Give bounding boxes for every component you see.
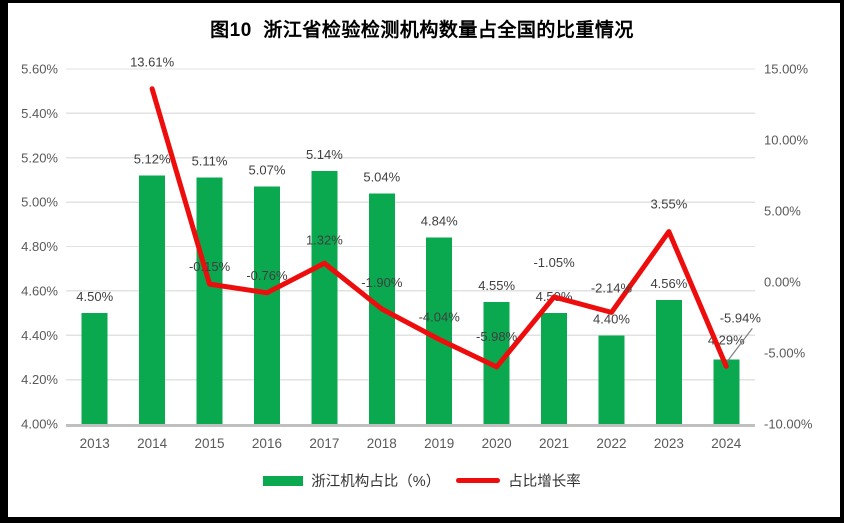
left-axis-tick-label: 5.20% bbox=[21, 150, 58, 165]
leader-line bbox=[726, 327, 753, 362]
line-label-2015: -0.15% bbox=[189, 259, 231, 274]
bar-label-2019: 4.84% bbox=[421, 214, 458, 229]
bar-2022 bbox=[598, 335, 625, 424]
x-axis-label-2013: 2013 bbox=[80, 436, 110, 451]
legend-item-line-series: 占比增长率 bbox=[456, 470, 581, 491]
bar-label-2013: 4.50% bbox=[76, 289, 113, 304]
bar-label-2020: 4.55% bbox=[478, 278, 515, 293]
left-axis-tick-label: 5.40% bbox=[21, 106, 58, 121]
line-label-2016: -0.76% bbox=[246, 268, 288, 283]
line-label-2018: -1.90% bbox=[361, 275, 403, 290]
right-axis-tick-label: -5.00% bbox=[764, 346, 806, 361]
bar-2023 bbox=[655, 299, 682, 424]
right-axis-tick-label: 0.00% bbox=[764, 275, 801, 290]
right-axis-tick-label: -10.00% bbox=[764, 417, 813, 432]
left-axis-tick-label: 4.20% bbox=[21, 372, 58, 387]
x-axis-label-2019: 2019 bbox=[424, 436, 454, 451]
x-axis-label-2017: 2017 bbox=[309, 436, 339, 451]
line-label-2022: -2.14% bbox=[591, 280, 633, 295]
x-axis-label-2024: 2024 bbox=[711, 436, 742, 451]
line-label-2019: -4.04% bbox=[419, 309, 461, 324]
x-axis-label-2020: 2020 bbox=[482, 436, 512, 451]
left-axis-tick-label: 5.00% bbox=[21, 195, 58, 210]
chart-legend: 浙江机构占比（%） 占比增长率 bbox=[0, 470, 844, 491]
x-axis-label-2015: 2015 bbox=[195, 436, 225, 451]
line-label-2024: -5.94% bbox=[720, 310, 762, 325]
x-axis-label-2022: 2022 bbox=[596, 436, 626, 451]
bar-2017 bbox=[311, 171, 338, 424]
left-axis-tick-label: 4.80% bbox=[21, 239, 58, 254]
bar-2019 bbox=[426, 237, 453, 424]
line-label-2020: -5.98% bbox=[476, 329, 518, 344]
bar-2024 bbox=[713, 359, 740, 424]
bar-2014 bbox=[139, 175, 166, 424]
legend-item-bar-series: 浙江机构占比（%） bbox=[263, 470, 440, 491]
bar-2013 bbox=[81, 313, 108, 424]
bar-2016 bbox=[253, 186, 280, 424]
line-label-2023: 3.55% bbox=[650, 197, 687, 212]
bar-2021 bbox=[541, 313, 568, 424]
bar-label-2022: 4.40% bbox=[593, 311, 630, 326]
bar-label-2015: 5.11% bbox=[192, 154, 228, 169]
bar-label-2014: 5.12% bbox=[134, 152, 171, 167]
right-axis-tick-label: 5.00% bbox=[764, 204, 801, 219]
bar-label-2023: 4.56% bbox=[650, 276, 687, 291]
bar-label-2017: 5.14% bbox=[306, 147, 343, 162]
x-axis-label-2018: 2018 bbox=[367, 436, 397, 451]
line-series-swatch-icon bbox=[456, 478, 501, 483]
bar-label-2016: 5.07% bbox=[249, 163, 286, 178]
left-axis-tick-label: 4.60% bbox=[21, 283, 58, 298]
x-axis-label-2021: 2021 bbox=[539, 436, 569, 451]
bar-2015 bbox=[196, 177, 223, 424]
right-axis-tick-label: 10.00% bbox=[764, 133, 809, 148]
x-axis-label-2023: 2023 bbox=[654, 436, 684, 451]
growth-rate-line bbox=[149, 86, 729, 370]
line-label-2014: 13.61% bbox=[130, 55, 175, 70]
legend-label-line-series: 占比增长率 bbox=[508, 474, 581, 490]
chart-title: 图10 浙江省检验检测机构数量占全国的比重情况 bbox=[210, 20, 634, 41]
line-label-2017: 1.32% bbox=[306, 232, 343, 247]
x-axis-label-2016: 2016 bbox=[252, 436, 282, 451]
right-axis-tick-label: 15.00% bbox=[764, 62, 809, 77]
legend-label-bar-series: 浙江机构占比（%） bbox=[311, 474, 441, 490]
left-axis-tick-label: 4.40% bbox=[21, 328, 58, 343]
left-axis-tick-label: 4.00% bbox=[21, 417, 58, 432]
left-axis-tick-label: 5.60% bbox=[21, 62, 58, 77]
bar-series-swatch-icon bbox=[263, 475, 304, 486]
line-label-2021: -1.05% bbox=[533, 255, 575, 270]
x-axis-label-2014: 2014 bbox=[137, 436, 168, 451]
bar-label-2018: 5.04% bbox=[363, 169, 400, 184]
